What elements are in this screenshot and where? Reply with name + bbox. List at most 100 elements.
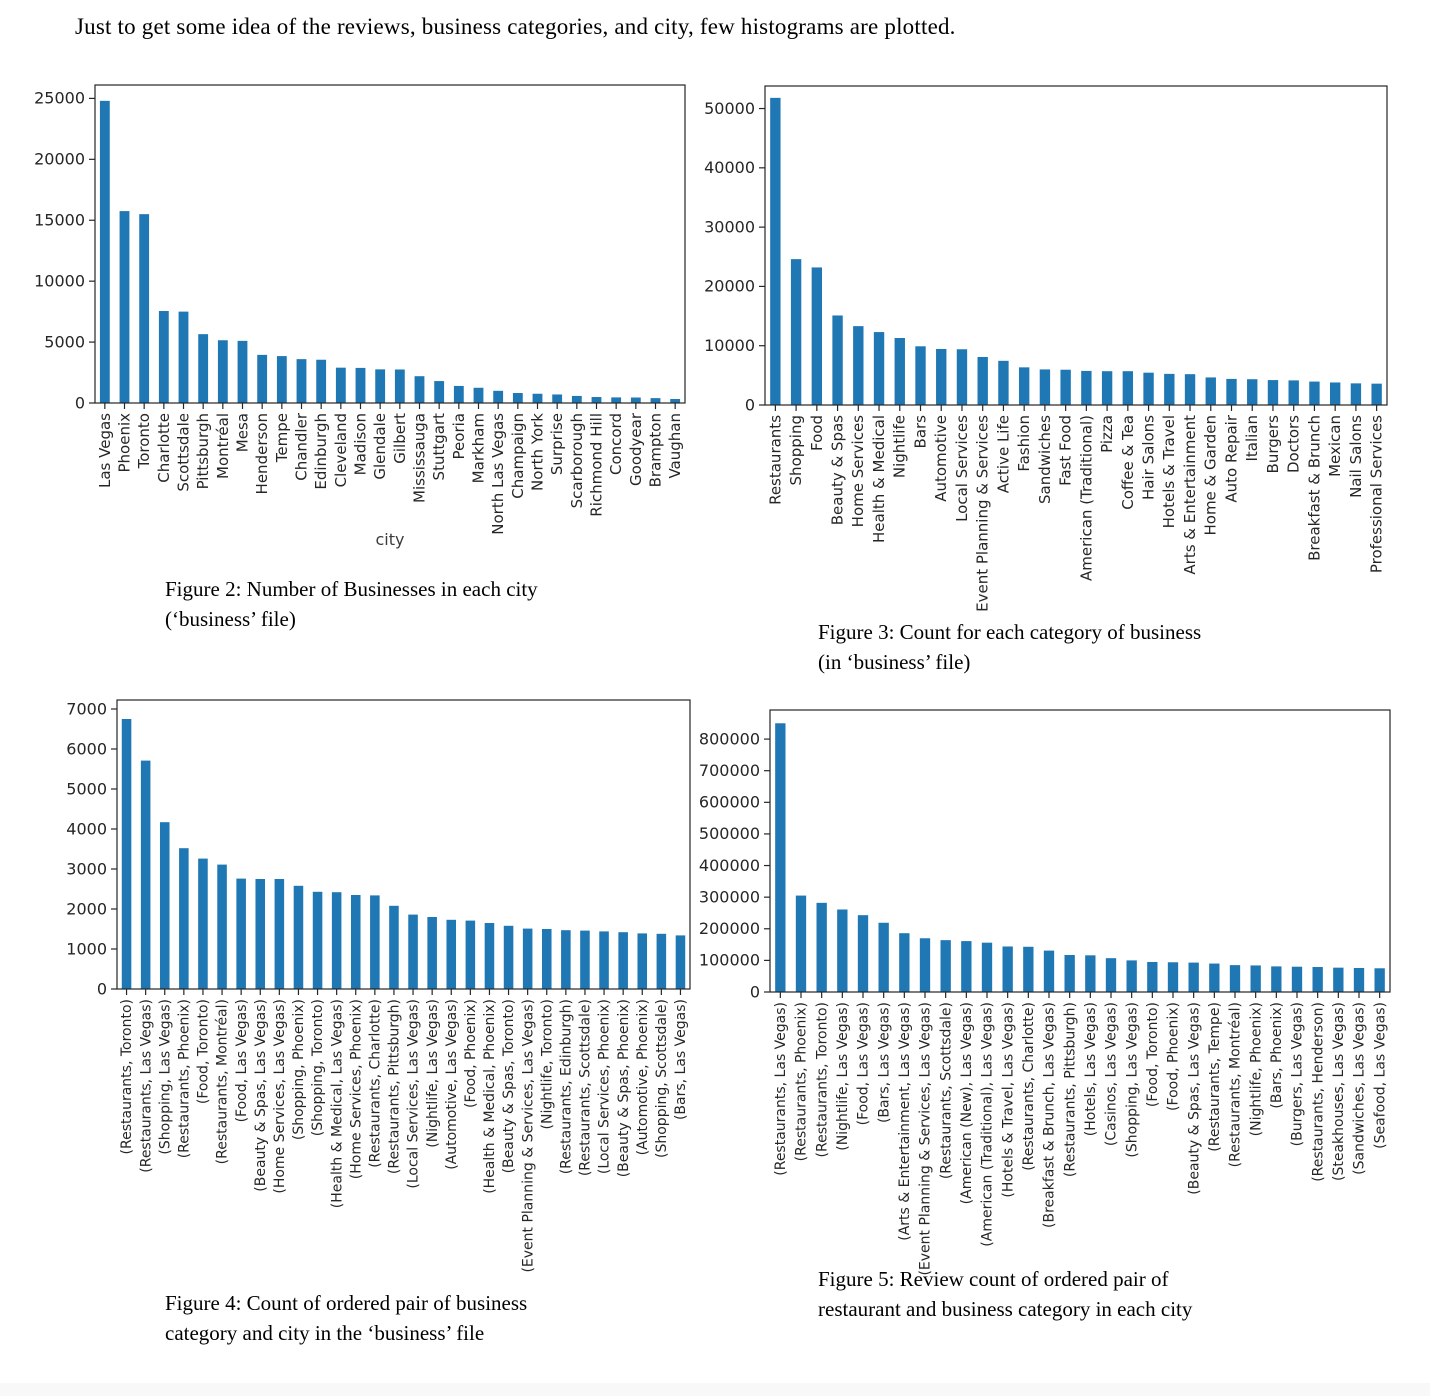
x-tick-label: (Restaurants, Henderson) <box>1310 1002 1326 1182</box>
bar <box>1250 965 1261 992</box>
bar <box>121 719 132 989</box>
x-tick-label: Richmond Hill <box>587 413 605 517</box>
bar <box>99 100 110 403</box>
x-tick-label: (Nightlife, Las Vegas) <box>835 1002 851 1151</box>
x-tick-label: (Shopping, Las Vegas) <box>1124 1002 1140 1158</box>
bar <box>274 879 285 989</box>
bar <box>1309 381 1320 405</box>
y-tick-label: 15000 <box>34 211 85 230</box>
bar <box>1205 377 1216 405</box>
y-tick-label: 40000 <box>704 158 755 177</box>
x-tick-label: Glendale <box>371 413 389 480</box>
x-tick-label: North York <box>528 413 546 491</box>
bar <box>1002 946 1013 992</box>
y-tick-label: 0 <box>97 979 107 998</box>
x-tick-label: Henderson <box>253 413 271 494</box>
x-tick-label: (Bars, Phoenix) <box>1269 1002 1285 1109</box>
x-tick-label: (Restaurants, Tempe) <box>1207 1002 1223 1152</box>
bar <box>178 311 189 403</box>
bar <box>375 369 386 403</box>
bar <box>1167 962 1179 992</box>
bar <box>1147 961 1158 992</box>
y-tick-label: 20000 <box>704 277 755 296</box>
bar <box>599 931 609 989</box>
bar <box>434 381 445 403</box>
x-tick-label: (Shopping, Phoenix) <box>291 999 307 1140</box>
figure2-histogram-businesses-per-city: 0 5000 10000 15000 20000 25000 Las Vegas Phoeni… <box>34 84 686 549</box>
bar <box>1288 380 1299 405</box>
x-tick-label: (Health & Medical, Las Vegas) <box>329 999 345 1208</box>
bar <box>1229 965 1241 992</box>
x-tick-label: Scottsdale <box>174 413 192 492</box>
x-tick-label: (Beauty & Spas, Toronto) <box>501 999 517 1173</box>
bar <box>493 390 504 403</box>
x-tick-label: (Restaurants, Scottsdale) <box>938 1002 954 1179</box>
x-tick-label: (Home Services, Las Vegas) <box>272 999 288 1194</box>
x-tick-label: Sandwiches <box>1036 415 1054 504</box>
bar <box>919 938 931 992</box>
bar <box>1064 955 1075 992</box>
x-tick-label: (Restaurants, Phoenix) <box>794 1002 810 1161</box>
x-tick-label: Shopping <box>787 415 805 485</box>
bar <box>255 879 266 989</box>
x-tick-label: (Food, Toronto) <box>1145 1002 1161 1107</box>
y-tick-label: 4000 <box>66 819 107 838</box>
bar <box>656 933 667 989</box>
bar <box>408 914 418 989</box>
bar <box>236 878 246 989</box>
y-tick-label: 50000 <box>704 99 755 118</box>
x-tick-label: Toronto <box>135 413 153 469</box>
y-tick-label: 1000 <box>66 939 107 958</box>
x-tick-label: Chandler <box>292 412 310 481</box>
bar <box>1371 383 1382 405</box>
bar <box>873 332 885 405</box>
bar <box>389 905 399 989</box>
bar <box>522 928 533 989</box>
x-tick-label: (Restaurants, Toronto) <box>814 1002 830 1157</box>
x-tick-label: Concord <box>607 413 625 475</box>
x-tick-label: Madison <box>351 413 369 475</box>
y-tick-label: 3000 <box>66 859 107 878</box>
x-tick-label: Surprise <box>548 413 566 475</box>
bar <box>427 917 437 989</box>
bar <box>1122 371 1134 405</box>
x-tick-label: (Restaurants, Las Vegas) <box>138 999 154 1173</box>
bar <box>503 925 514 989</box>
bar <box>675 935 686 989</box>
bar <box>832 315 843 405</box>
bar <box>961 941 972 992</box>
x-tick-label: Beauty & Spas <box>829 415 847 525</box>
y-tick-label: 0 <box>745 395 755 414</box>
x-tick-label: (Food, Phoenix) <box>463 999 479 1108</box>
bar <box>355 367 366 403</box>
x-tick-label: (Event Planning & Services, Las Vegas) <box>918 1002 934 1276</box>
x-tick-label: (Health & Medical, Phoenix) <box>482 999 498 1194</box>
bar <box>1105 958 1117 992</box>
x-tick-label: Arts & Entertainment <box>1181 415 1199 575</box>
x-tick-label: Montréal <box>214 413 232 479</box>
bar <box>446 919 457 989</box>
x-tick-label: Nail Salons <box>1347 415 1365 498</box>
bar <box>198 858 208 989</box>
bar <box>158 311 169 403</box>
bar <box>611 397 622 403</box>
bar <box>899 933 910 992</box>
x-tick-label: Scarborough <box>568 413 586 508</box>
x-tick-label: Gilbert <box>391 413 409 464</box>
x-tick-label: (Shopping, Scottsdale) <box>654 999 670 1158</box>
bar <box>936 348 947 405</box>
bar <box>370 895 380 989</box>
x-tick-label: Coffee & Tea <box>1119 415 1137 510</box>
x-tick-label: (Home Services, Phoenix) <box>348 999 364 1179</box>
bar <box>293 885 304 989</box>
x-tick-label: (Restaurants, Scottsdale) <box>578 999 594 1176</box>
bar <box>1043 950 1055 992</box>
x-tick-label: Charlotte <box>155 413 173 483</box>
x-tick-label: (Bars, Las Vegas) <box>673 999 689 1120</box>
x-tick-label: Event Planning & Services <box>974 415 992 612</box>
bar <box>1333 967 1344 992</box>
bar <box>940 940 951 992</box>
bar <box>512 393 523 403</box>
x-tick-label: (Beauty & Spas, Phoenix) <box>616 999 632 1177</box>
